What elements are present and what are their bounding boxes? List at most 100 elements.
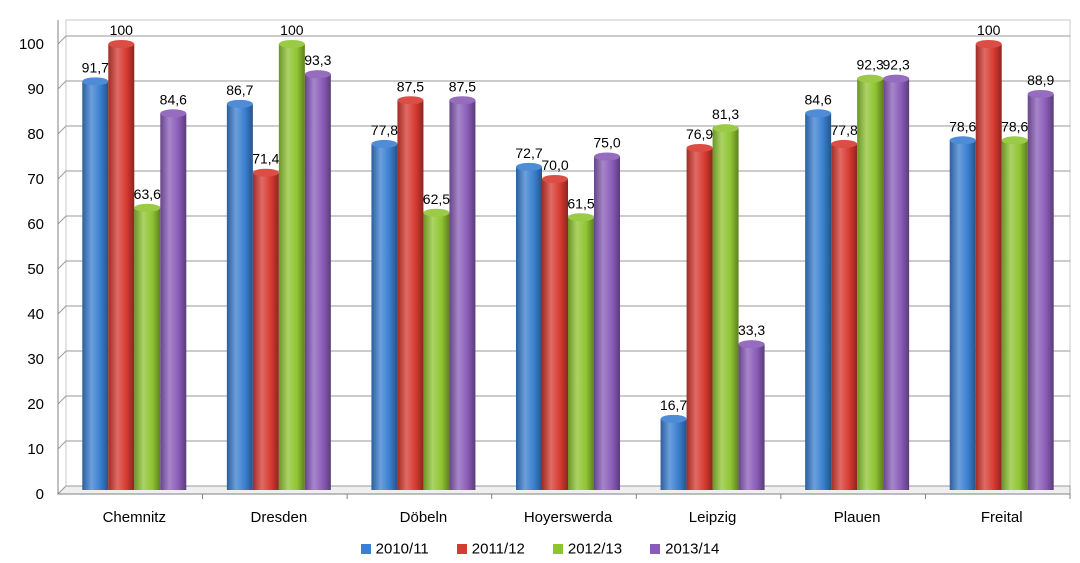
- bar-body: [805, 113, 832, 491]
- y-tick-label: 90: [27, 81, 44, 98]
- bar-cap: [108, 40, 135, 48]
- data-label: 92,3: [883, 57, 910, 73]
- data-label: 77,8: [831, 122, 858, 138]
- bar-cap: [516, 162, 542, 171]
- legend-label: 2012/13: [567, 540, 623, 558]
- bar: [805, 109, 832, 491]
- data-label: 92,3: [857, 57, 884, 73]
- gridline-side: [57, 395, 67, 405]
- bar: [949, 136, 976, 491]
- legend-label: 2010/11: [375, 540, 429, 558]
- x-tick-label: Dresden: [251, 509, 308, 526]
- data-label: 100: [977, 22, 1001, 38]
- bar: [108, 40, 135, 490]
- legend-swatch: [552, 544, 563, 555]
- bar-cap: [371, 139, 398, 148]
- data-labels: 91,710063,684,686,771,410093,377,887,562…: [82, 22, 1055, 413]
- data-label: 93,3: [304, 52, 331, 68]
- y-tick-label: 80: [27, 126, 44, 143]
- bar-chart: 0 10 20 30 40 50 60 70 80 90 100 Chemnitz Dresden Döb…: [19, 19, 1071, 526]
- data-label: 84,6: [805, 91, 832, 107]
- bar-cap: [252, 168, 279, 177]
- bar-cap: [831, 139, 858, 148]
- bar-body: [1001, 140, 1028, 491]
- bar: [883, 74, 910, 491]
- data-label: 91,7: [82, 59, 109, 75]
- bar: [304, 70, 331, 491]
- gridline-side: [57, 215, 67, 225]
- bar: [516, 162, 542, 490]
- data-label: 84,6: [160, 91, 187, 107]
- bar: [252, 168, 279, 490]
- bar: [82, 77, 109, 490]
- y-tick-label: 10: [27, 441, 44, 458]
- bar-body: [226, 103, 253, 490]
- data-label: 81,3: [712, 106, 739, 122]
- data-label: 88,9: [1027, 72, 1054, 88]
- x-tick-label: Plauen: [834, 509, 881, 526]
- bar: [594, 152, 620, 490]
- bar: [857, 74, 884, 491]
- bar: [738, 340, 765, 490]
- data-label: 63,6: [134, 186, 161, 202]
- bar-body: [883, 78, 910, 491]
- bar-body: [304, 74, 331, 491]
- bar-body: [108, 44, 135, 490]
- bar: [1001, 136, 1028, 491]
- bar: [831, 139, 858, 490]
- gridline-side: [57, 260, 67, 270]
- bar: [160, 109, 187, 491]
- bar-cap: [304, 70, 331, 79]
- data-label: 62,5: [423, 191, 450, 207]
- bar-body: [423, 212, 450, 490]
- bar-body: [949, 140, 976, 491]
- data-label: 33,3: [738, 322, 765, 338]
- y-tick-label: 40: [27, 306, 44, 323]
- gridline-side: [57, 35, 67, 45]
- bar-cap: [883, 74, 910, 83]
- bar-body: [975, 44, 1002, 490]
- bar-body: [397, 100, 424, 490]
- y-tick-label: 70: [27, 171, 44, 188]
- data-label: 16,7: [660, 397, 687, 413]
- data-label: 86,7: [226, 82, 253, 98]
- bar-cap: [397, 96, 424, 105]
- bar-body: [278, 44, 305, 490]
- bar-body: [371, 143, 398, 490]
- bar-body: [712, 128, 739, 490]
- gridline-side: [57, 440, 67, 450]
- bar-cap: [738, 340, 765, 349]
- bar: [660, 414, 687, 490]
- bar: [397, 96, 424, 490]
- legend-item: 2010/11: [360, 540, 429, 558]
- x-tick-label: Chemnitz: [103, 509, 166, 526]
- legend-swatch: [360, 544, 371, 555]
- bar-body: [82, 81, 109, 490]
- bar-body: [160, 113, 187, 491]
- y-tick-label: 30: [27, 351, 44, 368]
- bar-body: [686, 147, 713, 490]
- gridline-side: [57, 125, 67, 135]
- bar-cap: [975, 40, 1002, 48]
- y-tick-label: 50: [27, 261, 44, 278]
- bar-body: [449, 100, 476, 490]
- axes: 0 10 20 30 40 50 60 70 80 90 100 Chemnitz Dresden Döb…: [19, 20, 1071, 526]
- bar-body: [568, 217, 594, 490]
- data-label: 78,6: [949, 118, 976, 134]
- data-label: 61,5: [567, 195, 594, 211]
- bar: [371, 139, 398, 490]
- legend-swatch: [456, 544, 467, 555]
- bar-cap: [805, 109, 832, 118]
- legend-label: 2013/14: [665, 540, 720, 558]
- bar-body: [516, 166, 542, 490]
- data-label: 72,7: [515, 145, 542, 161]
- bar: [423, 208, 450, 490]
- bar: [226, 99, 253, 490]
- bar: [686, 143, 713, 490]
- legend-item: 2013/14: [650, 540, 719, 558]
- gridline-side: [57, 305, 67, 315]
- y-tick-label: 60: [27, 216, 44, 233]
- data-label: 87,5: [449, 78, 476, 94]
- bar-cap: [686, 143, 713, 152]
- x-tick-label: Leipzig: [689, 509, 737, 526]
